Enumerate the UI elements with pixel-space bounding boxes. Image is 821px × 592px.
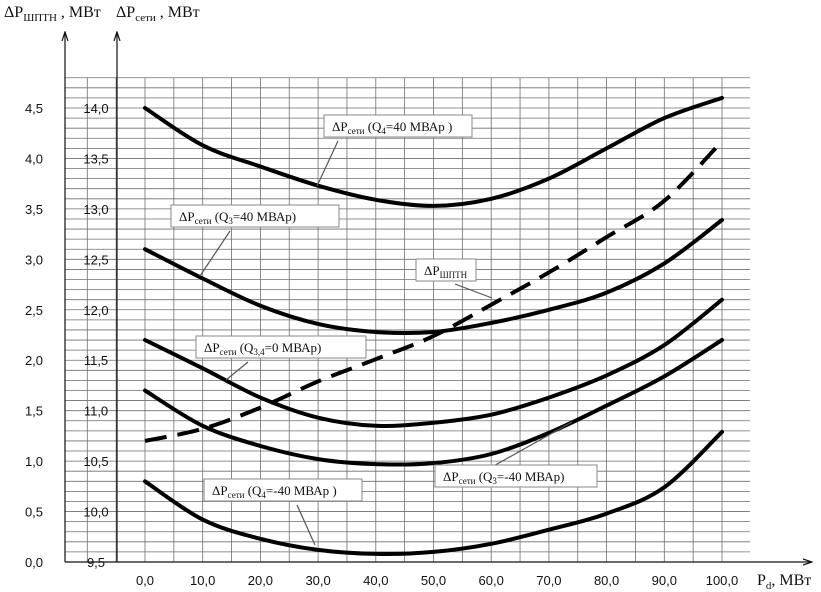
right-tick-label: 14,0 — [83, 101, 108, 116]
label-leader-line — [199, 230, 231, 277]
right-axis-label: ΔPсети , МВт — [116, 4, 200, 24]
left-tick-label: 4,5 — [25, 101, 43, 116]
right-tick-label: 10,0 — [83, 505, 108, 520]
label-text: ΔPсети (Q4=-40 МВАр ) — [212, 483, 337, 500]
series-label-6: ΔPсети (Q4=-40 МВАр ) — [203, 478, 363, 546]
label-leader-line — [489, 421, 573, 469]
x-tick-label: 70,0 — [536, 573, 561, 588]
left-tick-label: 3,5 — [25, 202, 43, 217]
series-q34-zero-line — [143, 297, 724, 428]
x-tick-label: 80,0 — [594, 573, 619, 588]
label-text: ΔPШПТН — [424, 263, 468, 280]
x-tick-label: 30,0 — [305, 573, 330, 588]
label-leader-line — [296, 504, 316, 546]
series-labels: ΔPсети (Q4=40 МВАр ) ΔPсети (Q3=40 МВАр) Δ… — [170, 114, 598, 546]
right-tick-label: 11,0 — [84, 404, 108, 419]
left-tick-label: 2,5 — [25, 303, 43, 318]
right-axis-ticks: 9,5 10,0 10,5 11,0 11,5 12,0 12,5 13,0 13,5 14,0 — [83, 101, 108, 570]
label-leader-line — [225, 361, 249, 381]
label-box — [203, 478, 363, 502]
left-tick-label: 0,0 — [25, 555, 43, 570]
x-tick-label: 50,0 — [421, 573, 446, 588]
right-tick-label: 12,0 — [83, 303, 108, 318]
label-box — [323, 114, 473, 138]
left-axis-ticks: 0,0 0,5 1,0 1,5 2,0 2,5 3,0 3,5 4,0 4,5 — [25, 101, 43, 570]
label-text: ΔPсети (Q3,4=0 МВАр) — [204, 340, 321, 357]
label-text: ΔPсети (Q3=-40 МВАр) — [443, 469, 564, 486]
series-q3-plus40-line — [143, 218, 724, 336]
series-label-4: ΔPсети (Q3,4=0 МВАр) — [195, 335, 367, 381]
right-tick-label: 13,5 — [83, 151, 108, 166]
right-tick-label: 10,5 — [83, 454, 108, 469]
x-tick-label: 90,0 — [652, 573, 677, 588]
label-text: ΔPсети (Q4=40 МВАр ) — [332, 119, 452, 136]
label-box — [415, 258, 477, 282]
left-tick-label: 3,0 — [25, 252, 43, 267]
left-tick-label: 4,0 — [25, 151, 43, 166]
series-label-2: ΔPсети (Q3=40 МВАр) — [170, 204, 340, 277]
series-shptn-line — [144, 139, 724, 443]
right-tick-label: 9,5 — [87, 555, 105, 570]
series-lines — [143, 95, 724, 556]
right-tick-label: 12,5 — [83, 252, 108, 267]
left-tick-label: 0,5 — [25, 505, 43, 520]
label-box — [434, 464, 598, 488]
x-tick-label: 20,0 — [248, 573, 273, 588]
label-leader-line — [316, 140, 339, 187]
axes — [65, 32, 812, 562]
x-axis-ticks: 0,0 10,0 20,0 30,0 40,0 50,0 60,0 70,0 80,0 90,0 1… — [136, 573, 738, 588]
x-tick-label: 0,0 — [136, 573, 154, 588]
series-q3-minus40-line — [143, 338, 724, 467]
x-tick-label: 60,0 — [479, 573, 504, 588]
label-box — [195, 335, 367, 359]
x-tick-label: 40,0 — [363, 573, 388, 588]
series-label-1: ΔPсети (Q4=40 МВАр ) — [316, 114, 473, 187]
x-tick-label: 10,0 — [190, 573, 215, 588]
left-axis-label: ΔPШПТН , МВт — [4, 4, 101, 24]
series-q4-minus40-line — [143, 429, 724, 556]
label-box — [170, 204, 340, 228]
grid — [65, 77, 750, 563]
left-tick-label: 1,5 — [25, 404, 43, 419]
x-axis-label: Pd, МВт — [757, 572, 811, 592]
right-tick-label: 13,0 — [83, 202, 108, 217]
x-tick-label: 100,0 — [706, 573, 739, 588]
label-leader-line — [454, 283, 493, 299]
label-text: ΔPсети (Q3=40 МВАр) — [179, 209, 296, 226]
left-tick-label: 2,0 — [25, 353, 43, 368]
right-tick-label: 11,5 — [84, 353, 108, 368]
series-label-3: ΔPШПТН — [415, 258, 493, 299]
series-label-5: ΔPсети (Q3=-40 МВАр) — [434, 421, 598, 488]
left-tick-label: 1,0 — [25, 454, 43, 469]
series-q4-plus40-line — [143, 95, 724, 208]
